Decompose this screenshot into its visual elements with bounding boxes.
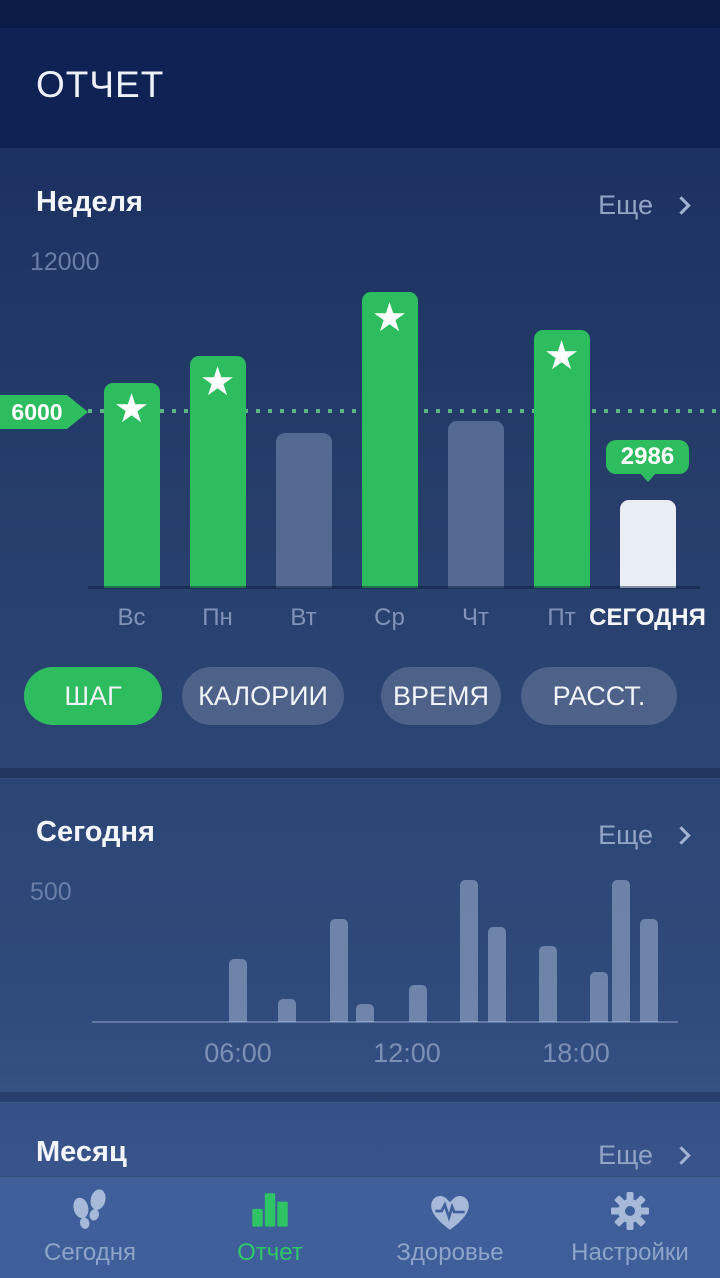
metric-pill-label: РАССТ. — [552, 680, 646, 711]
day-label-Ср: Ср — [374, 604, 405, 631]
month-more-label: Еще — [598, 1140, 653, 1170]
hour-bar — [278, 999, 296, 1022]
week-more-button[interactable]: Еще — [598, 190, 696, 221]
day-label-Пн: Пн — [202, 604, 233, 631]
today-axis-label: 500 — [30, 878, 72, 906]
nav-item-Сегодня[interactable]: Сегодня — [0, 1177, 180, 1278]
week-bar-Пт[interactable]: ★ — [533, 330, 590, 588]
metric-pill-КАЛОРИИ[interactable]: КАЛОРИИ — [182, 667, 344, 725]
metric-pill-ВРЕМЯ[interactable]: ВРЕМЯ — [381, 667, 501, 725]
today-value-bubble: 2986 — [606, 440, 689, 474]
time-tick-label: 12:00 — [373, 1038, 441, 1068]
day-label-Вт: Вт — [290, 604, 317, 631]
day-label-Чт: Чт — [462, 604, 489, 631]
chevron-right-icon — [672, 196, 691, 215]
week-axis-line — [88, 586, 700, 589]
hour-bar — [229, 959, 247, 1022]
day-label-Пт: Пт — [547, 604, 576, 631]
footsteps-icon — [65, 1185, 115, 1237]
metric-pill-РАССТ.[interactable]: РАССТ. — [521, 667, 677, 725]
heart-pulse-icon — [424, 1185, 476, 1237]
hour-bar — [330, 919, 348, 1022]
month-more-button[interactable]: Еще — [598, 1140, 696, 1171]
metric-pill-label: ВРЕМЯ — [392, 680, 490, 711]
hour-bar — [539, 946, 557, 1022]
today-value-label: 2986 — [620, 443, 675, 470]
month-section-title: Месяц — [36, 1136, 127, 1168]
hour-bar — [460, 880, 478, 1022]
nav-item-label: Здоровье — [396, 1239, 504, 1266]
nav-item-label: Настройки — [571, 1239, 689, 1266]
chevron-right-icon — [672, 1146, 691, 1165]
nav-item-label: Сегодня — [44, 1239, 136, 1266]
goal-flag-label: 6000 — [11, 398, 63, 425]
nav-item-Настройки[interactable]: Настройки — [540, 1177, 720, 1278]
goal-star-icon: ★ — [543, 333, 580, 379]
week-bar-Пн[interactable]: ★ — [189, 356, 246, 588]
goal-flag: 6000 — [0, 395, 88, 429]
bottom-nav: Сегодня Отчет Здоровье Настройки — [0, 1176, 720, 1278]
hour-bar — [640, 919, 658, 1022]
goal-star-icon: ★ — [199, 359, 236, 405]
section-divider — [0, 768, 720, 778]
week-section-title: Неделя — [36, 186, 143, 218]
hour-bar — [612, 880, 630, 1022]
hour-bar — [590, 972, 608, 1022]
nav-item-Здоровье[interactable]: Здоровье — [360, 1177, 540, 1278]
status-bar — [0, 0, 720, 28]
today-axis-line — [92, 1021, 678, 1023]
app-header: ОТЧЕТ — [0, 28, 720, 148]
day-label-СЕГОДНЯ: СЕГОДНЯ — [589, 604, 706, 631]
metric-pill-ШАГ[interactable]: ШАГ — [24, 667, 162, 725]
week-bar-Чт[interactable] — [447, 421, 504, 588]
time-tick-label: 18:00 — [542, 1038, 610, 1068]
week-axis-max-label: 12000 — [30, 248, 100, 276]
week-bar-СЕГОДНЯ[interactable] — [619, 500, 676, 588]
metric-pill-label: КАЛОРИИ — [198, 680, 328, 711]
today-section-title: Сегодня — [36, 816, 155, 848]
hour-bar — [356, 1004, 374, 1022]
nav-item-label: Отчет — [237, 1239, 303, 1266]
report-content — [0, 148, 720, 1176]
week-more-label: Еще — [598, 190, 653, 220]
chevron-right-icon — [672, 826, 691, 845]
goal-star-icon: ★ — [371, 295, 408, 341]
week-bar-Вт[interactable] — [275, 433, 332, 588]
goal-star-icon: ★ — [113, 386, 150, 432]
day-label-Вс: Вс — [117, 604, 146, 631]
time-tick-label: 06:00 — [204, 1038, 272, 1068]
metric-pill-label: ШАГ — [64, 680, 122, 711]
week-bar-Ср[interactable]: ★ — [361, 292, 418, 588]
nav-item-Отчет[interactable]: Отчет — [180, 1177, 360, 1278]
week-bar-Вс[interactable]: ★ — [103, 383, 160, 588]
hour-bar — [488, 927, 506, 1022]
today-more-button[interactable]: Еще — [598, 820, 696, 851]
today-more-label: Еще — [598, 820, 653, 850]
page-title: ОТЧЕТ — [36, 64, 165, 105]
gear-icon — [606, 1185, 654, 1237]
hour-bar — [409, 985, 427, 1022]
report-bars-icon — [245, 1185, 295, 1237]
section-divider — [0, 1092, 720, 1102]
